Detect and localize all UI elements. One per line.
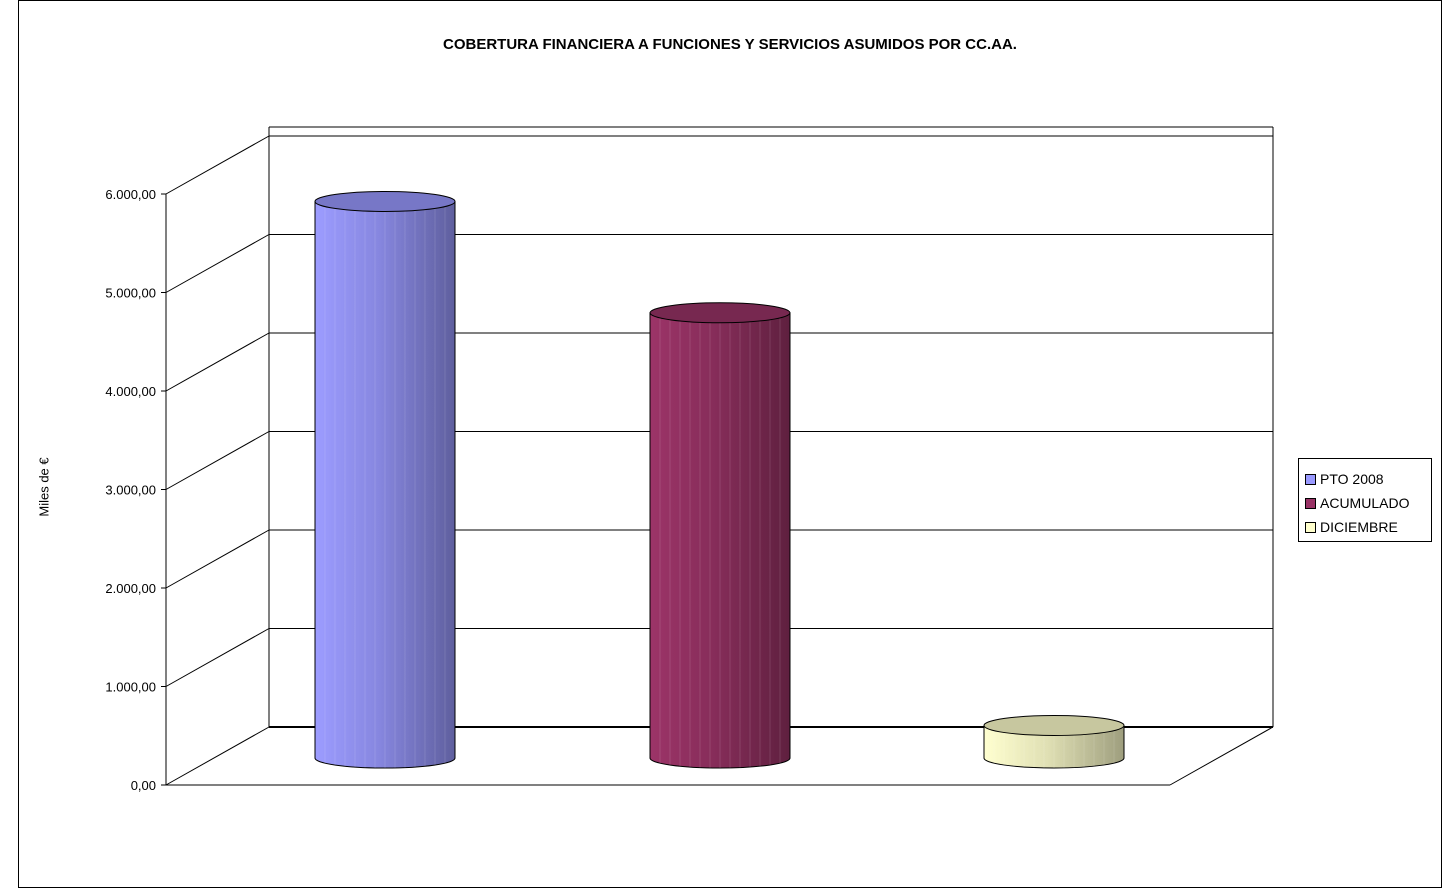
side-gridline	[165, 135, 270, 195]
legend-swatch-2	[1305, 497, 1316, 509]
y-tick-label: 2.000,00	[105, 581, 156, 596]
bar-2	[649, 302, 791, 769]
bar-3	[983, 714, 1125, 769]
legend-label-2: ACUMULADO	[1320, 495, 1410, 511]
bar-body	[983, 724, 1125, 769]
side-gridline	[165, 726, 270, 786]
floor-right-edge	[1169, 726, 1274, 786]
chart-bars	[314, 190, 1125, 769]
legend-swatch-3	[1305, 521, 1316, 533]
bar-top	[649, 302, 791, 324]
y-axis-ticks: 0,00 1.000,00 2.000,00 3.000,00 4.000,00 5.00…	[105, 187, 166, 793]
y-tick-label: 0,00	[131, 778, 156, 793]
bar-top	[983, 714, 1125, 736]
y-tick-label: 5.000,00	[105, 286, 156, 301]
legend-label-1: PTO 2008	[1320, 471, 1384, 487]
bar-body	[314, 200, 456, 769]
y-tick-label: 4.000,00	[105, 384, 156, 399]
side-gridline	[165, 234, 270, 293]
y-tick-label: 6.000,00	[105, 187, 156, 202]
legend-swatch-1	[1305, 473, 1316, 485]
legend-item-1: PTO 2008	[1299, 467, 1431, 491]
y-tick-label: 3.000,00	[105, 483, 156, 498]
side-gridline	[165, 529, 270, 589]
side-gridline	[165, 628, 270, 687]
bar-body	[649, 312, 791, 769]
chart-title: COBERTURA FINANCIERA A FUNCIONES Y SERVI…	[443, 36, 1017, 53]
legend-item-2: ACUMULADO	[1299, 491, 1431, 515]
side-gridline	[165, 431, 270, 490]
legend-item-3: DICIEMBRE	[1299, 515, 1431, 539]
bar-top	[314, 190, 456, 212]
bar-1	[314, 190, 456, 769]
y-tick-label: 1.000,00	[105, 680, 156, 695]
legend-label-3: DICIEMBRE	[1320, 519, 1398, 535]
side-gridline	[165, 332, 270, 392]
legend: PTO 2008 ACUMULADO DICIEMBRE	[1298, 458, 1432, 542]
